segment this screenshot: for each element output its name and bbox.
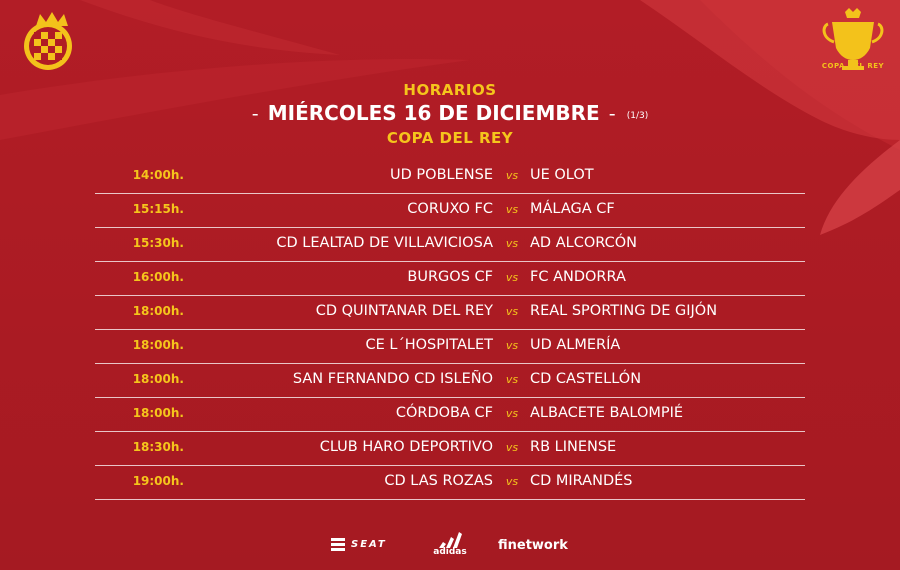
- away-team: MÁLAGA CF: [530, 201, 615, 217]
- home-team: CÓRDOBA CF: [395, 405, 493, 421]
- match-list: 14:00h. UD POBLENSE vs UE OLOT 15:15h. C…: [95, 160, 805, 500]
- finetwork-sponsor-logo: finetwork: [498, 538, 568, 553]
- copa-logo-text: COPA DEL REY: [821, 62, 885, 70]
- away-team: CD MIRANDÉS: [530, 473, 633, 489]
- home-team: CD LAS ROZAS: [384, 473, 493, 489]
- match-row: 15:15h. CORUXO FC vs MÁLAGA CF: [95, 194, 805, 228]
- home-team: CLUB HARO DEPORTIVO: [319, 439, 493, 455]
- vs-label: vs: [505, 407, 519, 420]
- match-row: 18:30h. CLUB HARO DEPORTIVO vs RB LINENS…: [95, 432, 805, 466]
- match-time: 18:00h.: [132, 372, 184, 386]
- home-team: CORUXO FC: [407, 201, 493, 217]
- adidas-wordmark: adidas: [433, 547, 467, 557]
- vs-label: vs: [505, 441, 519, 454]
- vs-label: vs: [505, 475, 519, 488]
- home-team: CD QUINTANAR DEL REY: [315, 303, 493, 319]
- match-row: 18:00h. CÓRDOBA CF vs ALBACETE BALOMPIÉ: [95, 398, 805, 432]
- copa-del-rey-trophy-icon: [822, 8, 884, 70]
- away-team: REAL SPORTING DE GIJÓN: [530, 303, 718, 319]
- match-row: 18:00h. SAN FERNANDO CD ISLEÑO vs CD CAS…: [95, 364, 805, 398]
- match-row: 18:00h. CE L´HOSPITALET vs UD ALMERÍA: [95, 330, 805, 364]
- match-time: 18:30h.: [132, 440, 184, 454]
- adidas-sponsor-logo: adidas: [430, 532, 470, 557]
- match-row: 15:30h. CD LEALTAD DE VILLAVICIOSA vs AD…: [95, 228, 805, 262]
- match-row: 16:00h. BURGOS CF vs FC ANDORRA: [95, 262, 805, 296]
- vs-label: vs: [505, 169, 519, 182]
- adidas-stripes-icon: [439, 532, 462, 548]
- away-team: RB LINENSE: [530, 439, 617, 455]
- match-time: 15:15h.: [132, 202, 184, 216]
- vs-label: vs: [505, 237, 519, 250]
- vs-label: vs: [505, 339, 519, 352]
- away-team: AD ALCORCÓN: [530, 235, 637, 251]
- away-team: ALBACETE BALOMPIÉ: [530, 405, 684, 421]
- seat-sponsor-logo: SEAT: [331, 538, 387, 551]
- match-time: 19:00h.: [132, 474, 184, 488]
- horarios-label: HORARIOS: [403, 81, 497, 99]
- rfef-crest-icon: [24, 12, 72, 70]
- seat-mark-icon: [331, 538, 345, 551]
- match-time: 18:00h.: [132, 304, 184, 318]
- page-indicator: (1/3): [626, 111, 649, 121]
- match-row: 14:00h. UD POBLENSE vs UE OLOT: [95, 160, 805, 194]
- away-team: UE OLOT: [530, 167, 594, 183]
- match-row: 19:00h. CD LAS ROZAS vs CD MIRANDÉS: [95, 466, 805, 500]
- vs-label: vs: [505, 203, 519, 216]
- match-time: 14:00h.: [132, 168, 184, 182]
- match-time: 18:00h.: [132, 406, 184, 420]
- vs-label: vs: [505, 305, 519, 318]
- home-team: BURGOS CF: [407, 269, 493, 285]
- match-row: 18:00h. CD QUINTANAR DEL REY vs REAL SPO…: [95, 296, 805, 330]
- home-team: UD POBLENSE: [390, 167, 493, 183]
- vs-label: vs: [505, 271, 519, 284]
- match-time: 16:00h.: [132, 270, 184, 284]
- date-text: MIÉRCOLES 16 DE DICIEMBRE: [267, 101, 600, 125]
- home-team: SAN FERNANDO CD ISLEÑO: [292, 371, 493, 387]
- home-team: CD LEALTAD DE VILLAVICIOSA: [276, 235, 493, 251]
- home-team: CE L´HOSPITALET: [365, 337, 493, 353]
- date-heading: - MIÉRCOLES 16 DE DICIEMBRE - (1/3): [0, 101, 900, 125]
- match-time: 15:30h.: [132, 236, 184, 250]
- away-team: CD CASTELLÓN: [530, 371, 642, 387]
- seat-wordmark: SEAT: [351, 539, 387, 550]
- vs-label: vs: [505, 373, 519, 386]
- competition-label: COPA DEL REY: [386, 129, 514, 147]
- away-team: UD ALMERÍA: [530, 337, 621, 353]
- date-dash-left: -: [251, 103, 259, 125]
- match-time: 18:00h.: [132, 338, 184, 352]
- date-dash-right: -: [608, 103, 616, 125]
- away-team: FC ANDORRA: [530, 269, 626, 285]
